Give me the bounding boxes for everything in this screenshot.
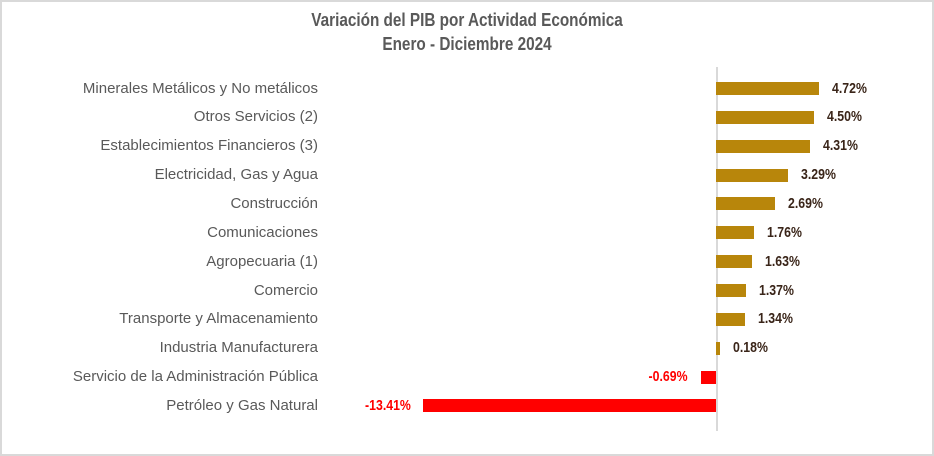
bar bbox=[716, 82, 819, 96]
category-label: Agropecuaria (1) bbox=[206, 252, 318, 270]
zero-axis-line bbox=[716, 67, 718, 431]
bar bbox=[716, 168, 788, 182]
category-label: Industria Manufacturera bbox=[159, 339, 318, 357]
category-label: Petróleo y Gas Natural bbox=[166, 396, 318, 414]
bar bbox=[716, 341, 720, 355]
chart-title-line1: Variación del PIB por Actividad Económic… bbox=[311, 10, 623, 30]
category-label: Construcción bbox=[230, 194, 318, 212]
bar bbox=[716, 110, 815, 124]
value-label: 1.37% bbox=[758, 281, 794, 299]
category-label: Electricidad, Gas y Agua bbox=[154, 166, 318, 184]
value-label: 1.76% bbox=[767, 223, 803, 241]
category-label: Comercio bbox=[253, 281, 318, 299]
value-label: -13.41% bbox=[364, 396, 411, 414]
bar bbox=[716, 226, 755, 240]
category-label: Otros Servicios (2) bbox=[193, 108, 318, 126]
value-label: -0.69% bbox=[648, 368, 688, 386]
category-label: Minerales Metálicos y No metálicos bbox=[82, 79, 318, 97]
category-label: Servicio de la Administración Pública bbox=[72, 368, 318, 386]
bar bbox=[423, 399, 716, 413]
chart-title-line2: Enero - Diciembre 2024 bbox=[382, 34, 552, 54]
category-label: Transporte y Almacenamiento bbox=[119, 310, 318, 328]
bar bbox=[716, 139, 811, 153]
bar bbox=[716, 284, 746, 298]
bar bbox=[716, 255, 752, 269]
value-label: 4.31% bbox=[823, 137, 858, 155]
value-label: 0.18% bbox=[732, 339, 768, 357]
bar bbox=[716, 312, 746, 326]
value-label: 1.34% bbox=[758, 310, 794, 328]
value-label: 3.29% bbox=[800, 166, 836, 184]
value-label: 4.72% bbox=[831, 79, 867, 97]
category-label: Establecimientos Financieros (3) bbox=[100, 137, 318, 155]
bar bbox=[716, 197, 775, 211]
value-label: 4.50% bbox=[827, 108, 863, 126]
category-label: Comunicaciones bbox=[207, 223, 318, 241]
value-label: 2.69% bbox=[787, 194, 823, 212]
bar bbox=[700, 370, 716, 384]
value-label: 1.63% bbox=[764, 252, 800, 270]
chart-title: Variación del PIB por Actividad Económic… bbox=[72, 8, 863, 56]
